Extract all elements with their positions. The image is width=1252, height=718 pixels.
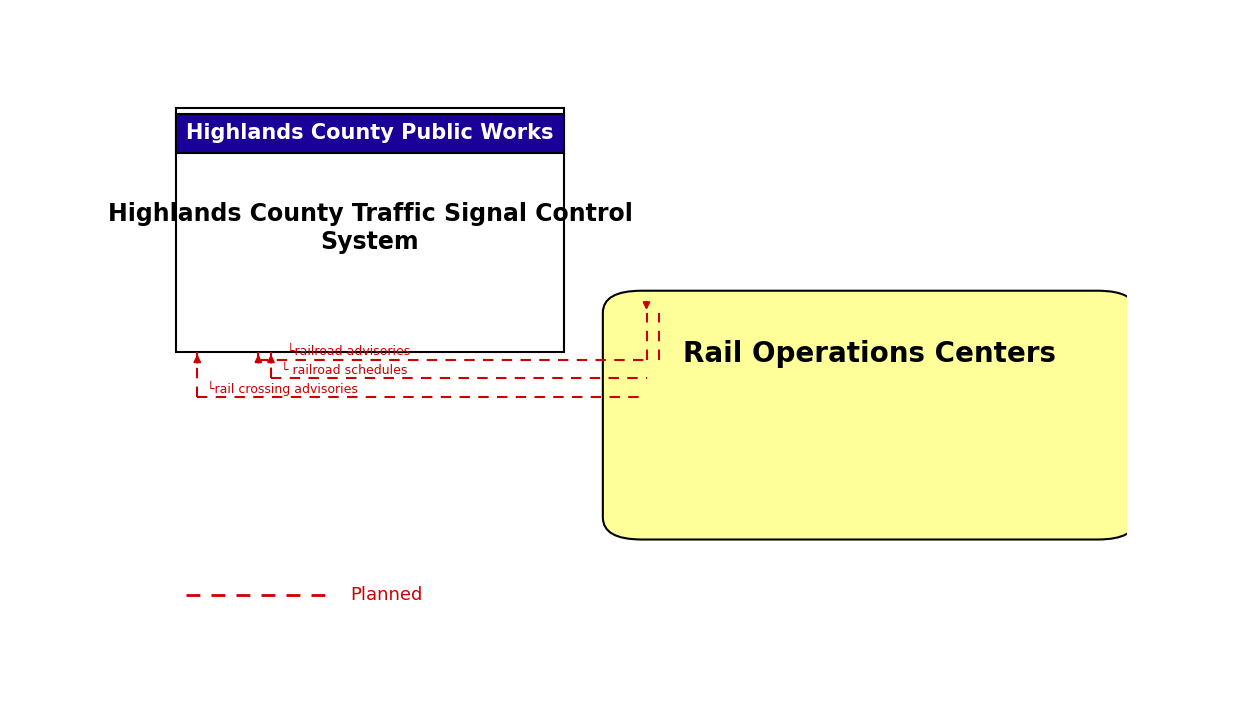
Text: Highlands County Public Works: Highlands County Public Works: [187, 123, 553, 143]
Text: └ railroad schedules: └ railroad schedules: [280, 364, 407, 377]
Text: Highlands County Traffic Signal Control
System: Highlands County Traffic Signal Control …: [108, 202, 632, 254]
Text: └railroad advisories: └railroad advisories: [288, 345, 411, 358]
Text: Planned: Planned: [351, 586, 423, 604]
Text: Rail Operations Centers: Rail Operations Centers: [684, 340, 1057, 368]
Text: └rail crossing advisories: └rail crossing advisories: [207, 381, 358, 396]
FancyBboxPatch shape: [602, 291, 1137, 539]
FancyBboxPatch shape: [175, 113, 563, 152]
FancyBboxPatch shape: [175, 108, 563, 352]
